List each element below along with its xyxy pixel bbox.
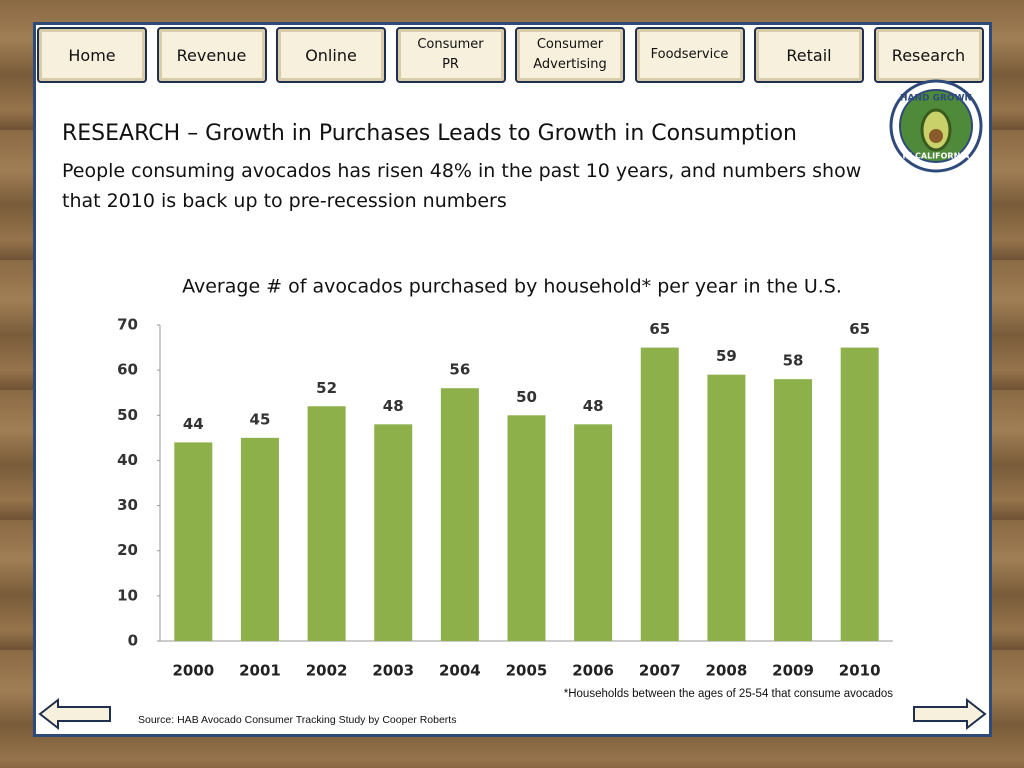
nav-button[interactable]: Consumer Advertising xyxy=(515,27,625,83)
nav-button[interactable]: Foodservice xyxy=(634,27,745,83)
data-label: 56 xyxy=(449,361,470,379)
data-label: 48 xyxy=(583,397,604,415)
bar xyxy=(640,347,679,641)
bar xyxy=(240,437,279,641)
bar xyxy=(307,406,346,641)
data-label: 65 xyxy=(849,320,870,338)
nav-button[interactable]: Retail xyxy=(754,27,864,83)
chart-title: Average # of avocados purchased by house… xyxy=(182,276,842,298)
next-arrow[interactable] xyxy=(913,697,987,731)
source: Source: HAB Avocado Consumer Tracking St… xyxy=(138,714,456,726)
nav-button[interactable]: Online xyxy=(276,27,386,83)
x-tick-label: 2007 xyxy=(639,662,681,680)
x-tick-label: 2008 xyxy=(706,662,748,680)
data-label: 52 xyxy=(316,379,337,397)
logo: HAND GROWN IN CALIFORNIA xyxy=(889,79,983,173)
data-label: 48 xyxy=(383,397,404,415)
data-label: 45 xyxy=(250,410,271,428)
logo-pit xyxy=(929,129,943,143)
logo-text: IN CALIFORNIA xyxy=(903,152,971,161)
logo-text: HAND GROWN xyxy=(900,94,972,104)
nav-button[interactable]: Consumer PR xyxy=(395,27,506,83)
bar xyxy=(174,442,213,641)
data-label: 58 xyxy=(783,352,804,370)
nav-button[interactable]: Revenue xyxy=(156,27,267,83)
x-tick-label: 2009 xyxy=(772,662,814,680)
y-tick-label: 0 xyxy=(128,632,138,650)
x-tick-label: 2002 xyxy=(306,662,348,680)
y-tick-label: 50 xyxy=(117,406,138,424)
data-label: 44 xyxy=(183,415,204,433)
nav-button[interactable]: Home xyxy=(37,27,147,83)
x-tick-label: 2000 xyxy=(172,662,214,680)
bar xyxy=(774,379,813,641)
y-tick-label: 30 xyxy=(117,496,138,514)
y-tick-label: 60 xyxy=(117,361,138,379)
bar xyxy=(840,347,879,641)
bar xyxy=(374,424,413,641)
bar xyxy=(507,415,546,641)
x-tick-label: 2006 xyxy=(572,662,614,680)
data-label: 50 xyxy=(516,388,537,406)
bar xyxy=(574,424,613,641)
bar xyxy=(707,374,746,641)
prev-arrow[interactable] xyxy=(38,697,111,731)
x-tick-label: 2003 xyxy=(372,662,414,680)
x-tick-label: 2004 xyxy=(439,662,481,680)
y-tick-label: 20 xyxy=(117,541,138,559)
y-tick-label: 10 xyxy=(117,586,138,604)
slide-title: RESEARCH – Growth in Purchases Leads to … xyxy=(62,121,797,146)
x-tick-label: 2001 xyxy=(239,662,281,680)
bar xyxy=(440,388,479,641)
x-tick-label: 2010 xyxy=(839,662,881,680)
x-tick-label: 2005 xyxy=(506,662,548,680)
data-label: 65 xyxy=(649,320,670,338)
footnote: *Households between the ages of 25-54 th… xyxy=(564,688,893,700)
y-tick-label: 40 xyxy=(117,451,138,469)
slide-subtitle: People consuming avocados has risen 48% … xyxy=(62,160,862,212)
data-label: 59 xyxy=(716,347,737,365)
y-tick-label: 70 xyxy=(117,316,138,334)
